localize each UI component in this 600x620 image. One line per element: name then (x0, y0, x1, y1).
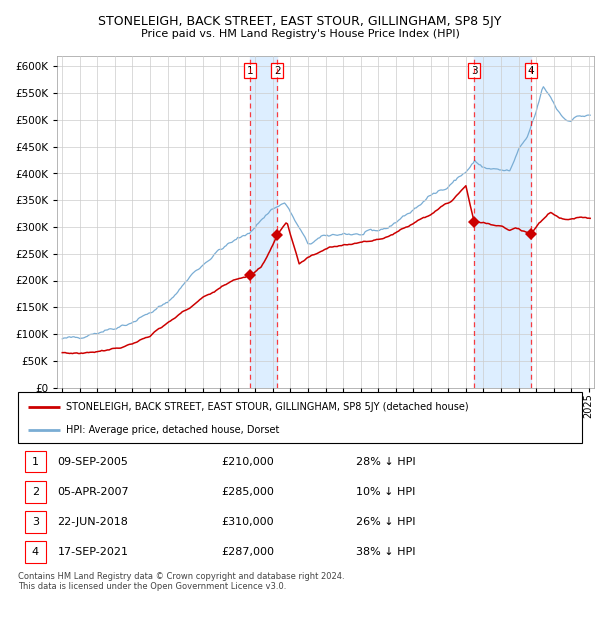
Text: £310,000: £310,000 (221, 517, 274, 527)
Text: 1: 1 (32, 456, 39, 466)
Text: 05-APR-2007: 05-APR-2007 (58, 487, 129, 497)
Text: £210,000: £210,000 (221, 456, 274, 466)
Text: 2: 2 (32, 487, 39, 497)
Text: HPI: Average price, detached house, Dorset: HPI: Average price, detached house, Dors… (66, 425, 280, 435)
Text: 26% ↓ HPI: 26% ↓ HPI (356, 517, 416, 527)
Text: 4: 4 (32, 547, 39, 557)
FancyBboxPatch shape (25, 451, 46, 472)
Text: 3: 3 (471, 66, 478, 76)
FancyBboxPatch shape (18, 392, 582, 443)
Bar (250, 56, 277, 388)
Text: STONELEIGH, BACK STREET, EAST STOUR, GILLINGHAM, SP8 5JY: STONELEIGH, BACK STREET, EAST STOUR, GIL… (98, 16, 502, 29)
Bar (474, 56, 531, 388)
FancyBboxPatch shape (25, 511, 46, 533)
FancyBboxPatch shape (25, 481, 46, 503)
Text: 09-SEP-2005: 09-SEP-2005 (58, 456, 128, 466)
Text: £285,000: £285,000 (221, 487, 274, 497)
Text: £287,000: £287,000 (221, 547, 274, 557)
Text: 10% ↓ HPI: 10% ↓ HPI (356, 487, 416, 497)
Text: 22-JUN-2018: 22-JUN-2018 (58, 517, 128, 527)
FancyBboxPatch shape (25, 541, 46, 563)
Text: 2: 2 (274, 66, 281, 76)
Text: 4: 4 (527, 66, 535, 76)
Text: Price paid vs. HM Land Registry's House Price Index (HPI): Price paid vs. HM Land Registry's House … (140, 29, 460, 38)
Text: 28% ↓ HPI: 28% ↓ HPI (356, 456, 416, 466)
Text: Contains HM Land Registry data © Crown copyright and database right 2024.
This d: Contains HM Land Registry data © Crown c… (18, 572, 344, 591)
Text: 3: 3 (32, 517, 39, 527)
Text: STONELEIGH, BACK STREET, EAST STOUR, GILLINGHAM, SP8 5JY (detached house): STONELEIGH, BACK STREET, EAST STOUR, GIL… (66, 402, 469, 412)
Text: 17-SEP-2021: 17-SEP-2021 (58, 547, 128, 557)
Text: 1: 1 (247, 66, 253, 76)
Text: 38% ↓ HPI: 38% ↓ HPI (356, 547, 416, 557)
